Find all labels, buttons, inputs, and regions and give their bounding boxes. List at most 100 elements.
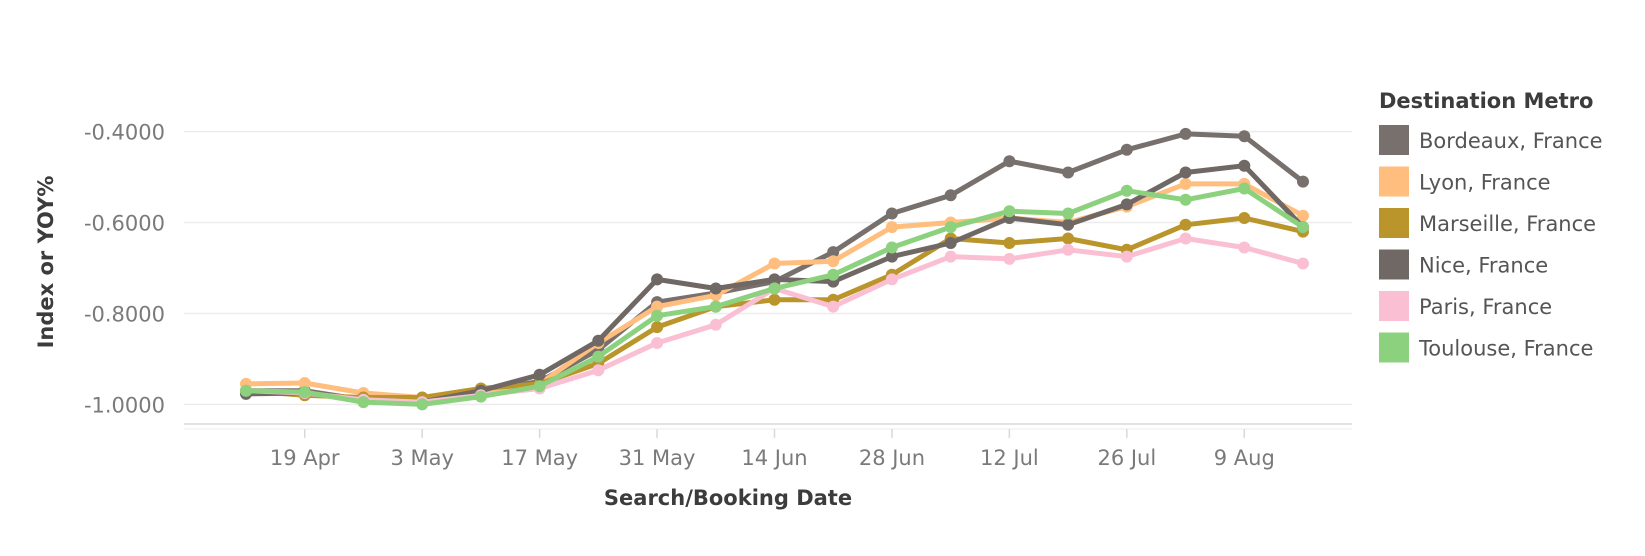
x-tick-label: 9 Aug [1214,446,1275,470]
legend-swatch [1379,208,1409,238]
data-point [1062,243,1075,256]
legend-label: Nice, France [1419,254,1548,278]
data-point [768,293,781,306]
data-point [533,380,546,393]
y-tick-label: -0.6000 [84,212,165,236]
data-point [298,377,311,389]
data-point [1297,257,1309,270]
x-tick-label: 12 Jul [980,446,1039,470]
data-point [944,221,957,234]
legend-swatch [1379,291,1409,321]
data-point [1003,155,1016,168]
data-point [1297,209,1309,222]
data-point [651,309,664,322]
x-tick-label: 17 May [501,446,578,470]
data-point [944,237,957,249]
data-point [298,386,311,399]
data-point [827,300,840,313]
data-point [1120,250,1133,263]
legend-label: Toulouse, France [1418,337,1593,361]
data-point [709,300,722,313]
x-tick-label: 28 Jun [859,446,925,470]
data-point [592,350,605,363]
data-point [651,321,664,334]
data-point [885,207,898,220]
data-point [768,257,781,270]
x-axis-title: Search/Booking Date [604,486,852,510]
data-point [1297,175,1309,188]
data-point [1179,218,1192,231]
data-point [1120,198,1133,211]
data-point [651,273,664,286]
legend-swatch [1379,166,1409,197]
data-point [651,300,664,313]
data-point [1062,207,1075,220]
series-marseille-france [240,212,1309,404]
y-axis-title: Index or YOY% [34,176,58,349]
x-tick-label: 26 Jul [1097,446,1156,470]
y-tick-label: -0.8000 [84,302,165,326]
data-point [1003,237,1016,249]
data-point [885,221,898,234]
data-point [1179,166,1192,179]
data-point [1003,252,1016,265]
legend-swatch [1379,332,1409,363]
data-point [944,250,957,263]
data-point [944,189,957,202]
legend-swatch [1379,125,1409,155]
legend-label: Bordeaux, France [1419,129,1603,153]
data-point [651,337,664,349]
data-point [827,268,840,281]
data-point [768,273,781,286]
data-point [885,241,898,254]
x-tick-label: 19 Apr [270,446,340,470]
data-point [1062,232,1075,245]
data-point [1179,193,1192,206]
data-point [474,390,487,403]
data-point [1062,166,1075,179]
data-point [885,250,898,263]
data-point [1297,221,1309,234]
data-point [533,368,546,381]
data-point [885,273,898,286]
data-point [592,364,605,377]
data-point [1120,184,1133,197]
legend-label: Marseille, France [1419,212,1596,236]
data-point [1062,218,1075,231]
data-point [240,384,252,397]
series-lines [240,127,1309,411]
legend-label: Lyon, France [1419,171,1551,195]
x-tick-label: 31 May [619,446,696,470]
y-tick-label: -0.4000 [84,121,165,145]
legend-title: Destination Metro [1379,89,1593,113]
tick-labels: -0.4000 -0.6000 -0.8000 -1.0000 19 Apr 3 May 1… [84,121,1275,470]
series-line [243,215,1306,400]
data-point [592,334,605,347]
y-tick-label: -1.0000 [84,393,165,417]
data-point [1238,130,1251,143]
legend-items: Bordeaux, France Lyon, France Marseille, F… [1379,125,1603,363]
data-point [1238,212,1251,224]
data-point [709,318,722,331]
axes [184,423,1352,438]
data-point [1179,232,1192,245]
data-point [1179,177,1192,190]
x-tick-label: 14 Jun [741,446,807,470]
legend-swatch [1379,249,1409,280]
data-point [1003,205,1016,218]
data-point [827,246,840,259]
data-point [827,255,840,268]
data-point [1238,241,1251,254]
data-point [1179,127,1192,140]
data-point [416,398,429,411]
data-point [1238,182,1251,195]
data-point [709,282,722,295]
data-point [1120,143,1133,156]
x-tick-label: 3 May [390,446,453,470]
legend-label: Paris, France [1419,295,1552,319]
legend: Destination Metro Bordeaux, France Lyon, … [1379,89,1603,363]
data-point [768,282,781,295]
series-toulouse-france [240,182,1309,411]
